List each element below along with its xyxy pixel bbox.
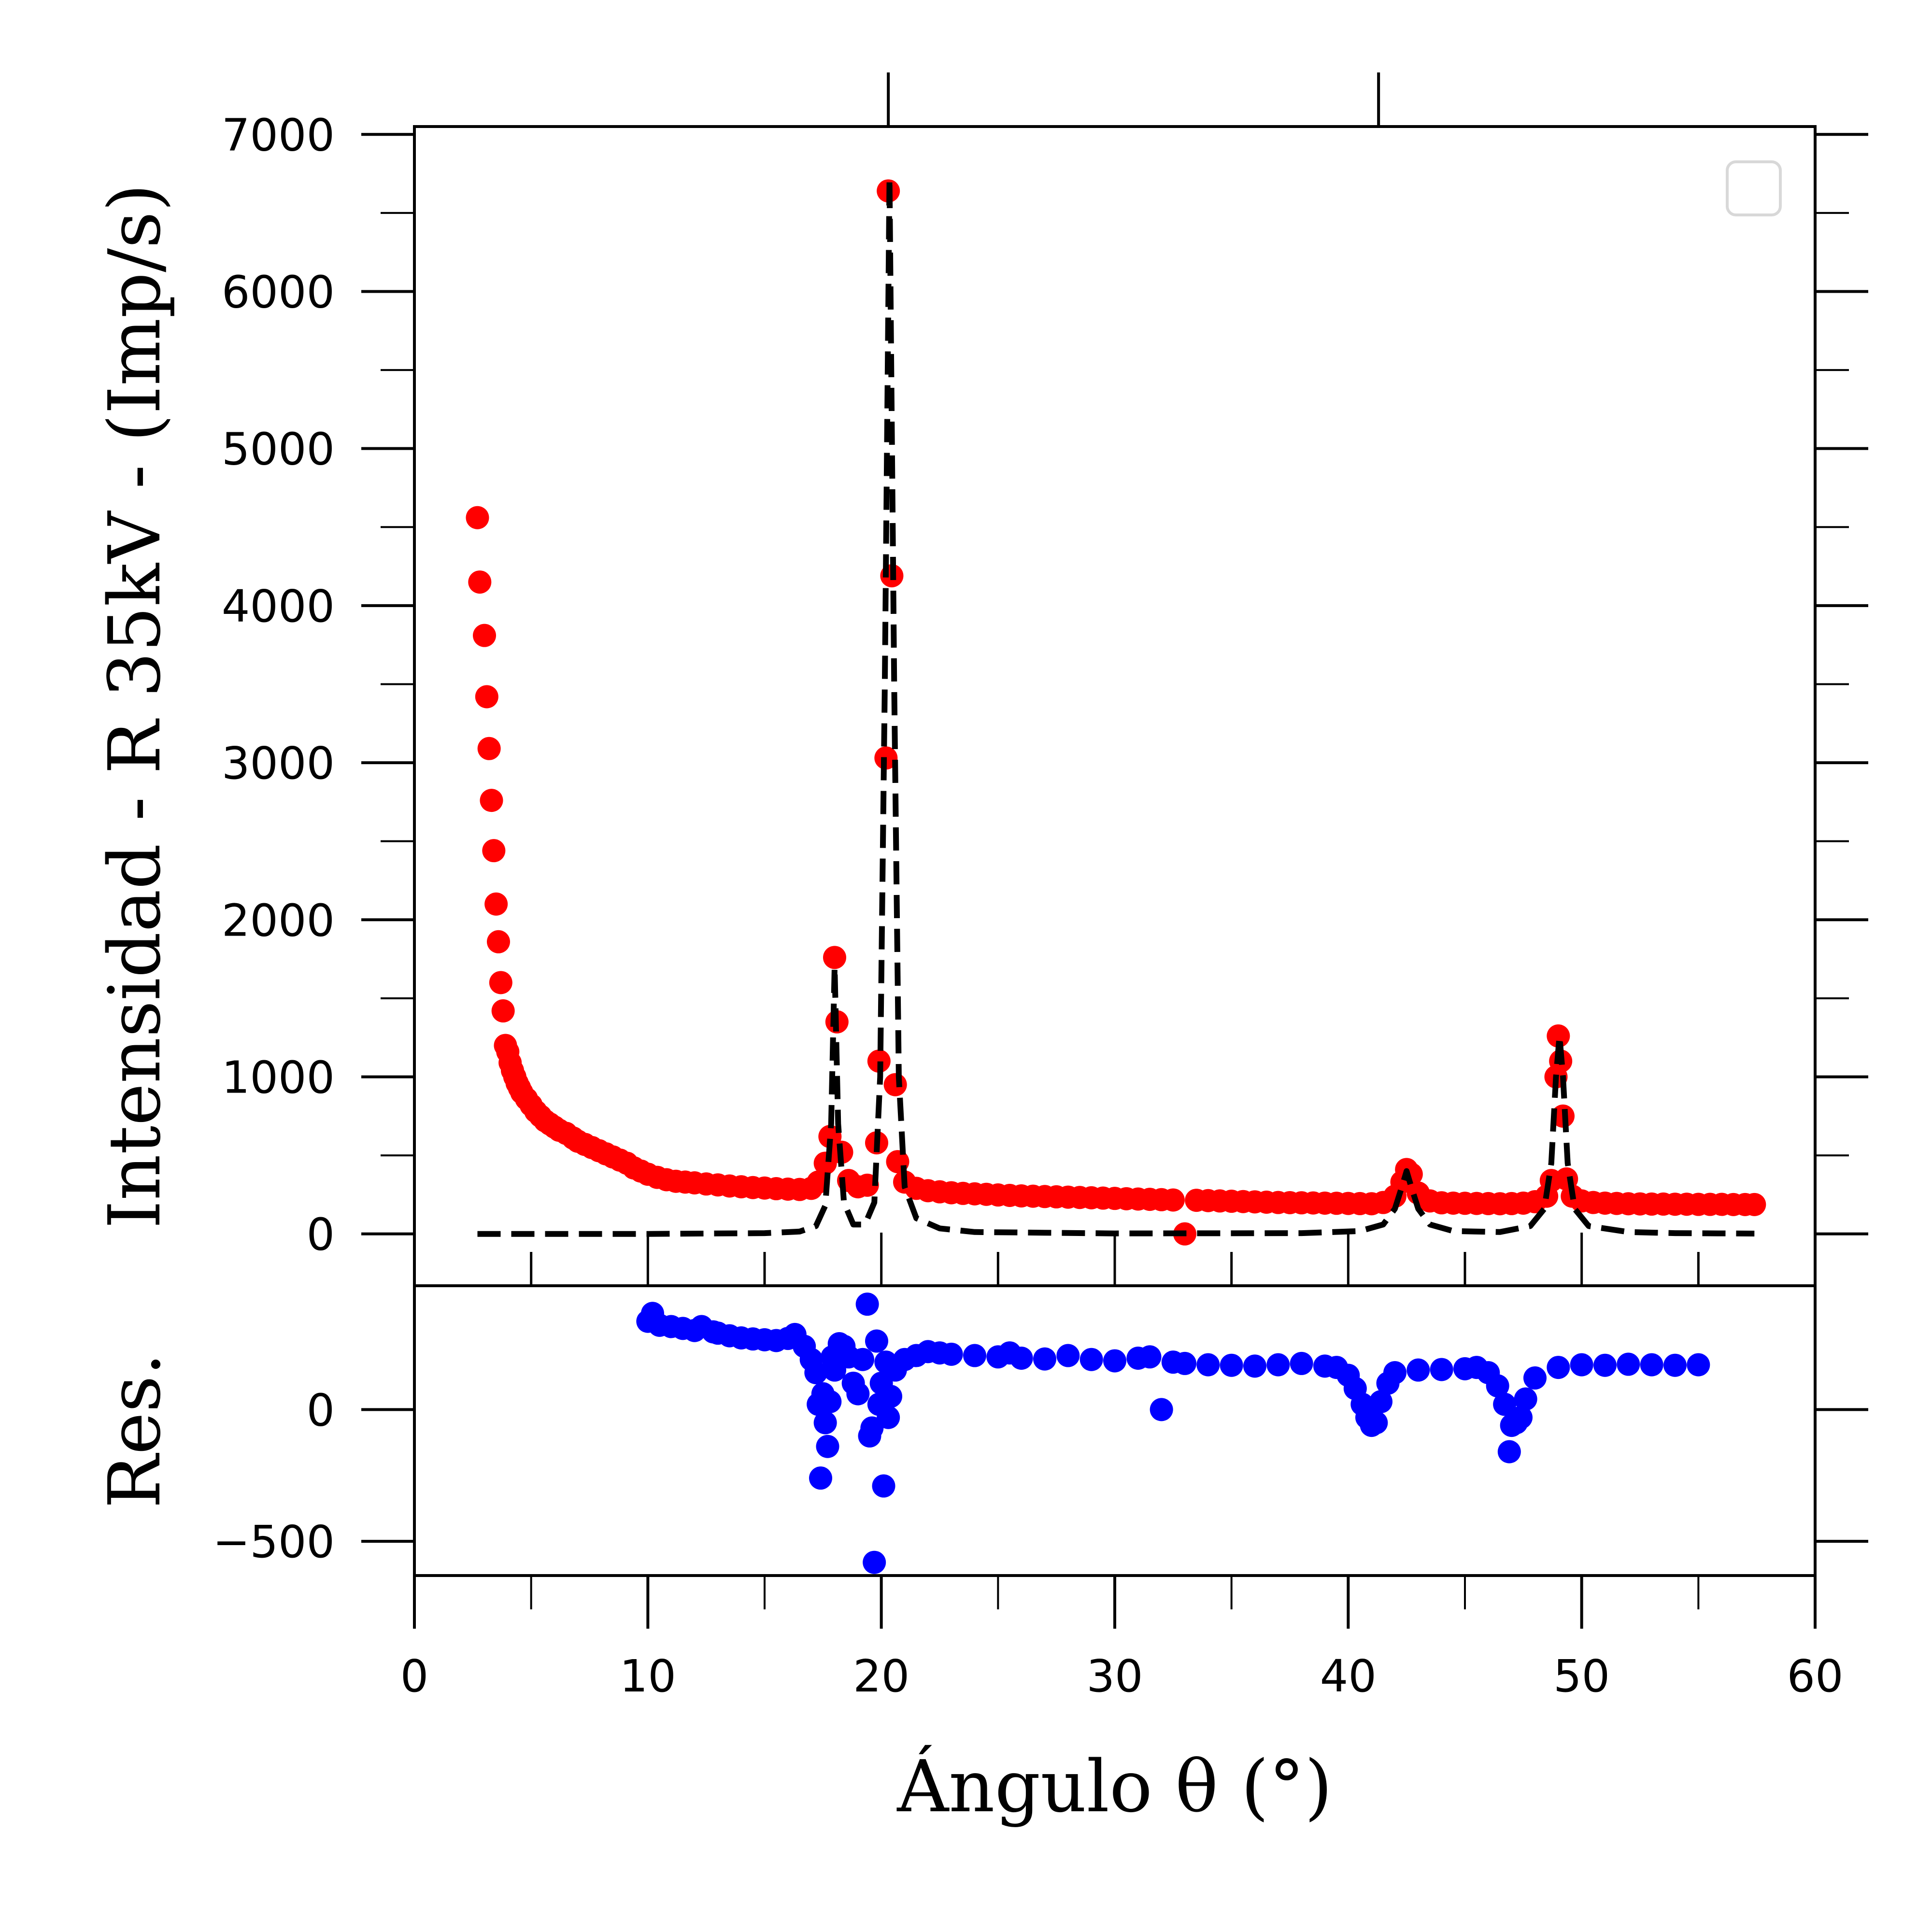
residual-point xyxy=(1640,1353,1663,1377)
residual-point xyxy=(1220,1353,1243,1377)
main-axis-ticks: 0 1000 2000 3000 4000 5000 6000 7000 xyxy=(222,72,1868,1286)
residual-axis-label: Res. xyxy=(93,1353,176,1508)
main-y-tick-label: 0 xyxy=(306,1209,335,1261)
residual-point xyxy=(1497,1440,1521,1463)
legend-box xyxy=(1726,160,1782,216)
residual-panel: −500 0 xyxy=(213,1284,1868,1577)
main-y-tick-label: 2000 xyxy=(222,895,335,946)
x-tick-label: 40 xyxy=(1320,1650,1377,1702)
measured-point xyxy=(466,506,489,529)
measured-point xyxy=(480,789,503,812)
residual-point xyxy=(1364,1411,1388,1435)
residual-point xyxy=(879,1385,902,1408)
residual-y-tick-label: −500 xyxy=(213,1516,335,1568)
measured-point xyxy=(482,839,506,863)
residual-point xyxy=(939,1342,963,1366)
x-tick-label: 20 xyxy=(853,1650,909,1702)
residual-point xyxy=(1009,1347,1033,1370)
residual-point xyxy=(846,1382,870,1406)
main-plot-frame xyxy=(413,125,1817,1287)
measured-point xyxy=(867,1049,891,1073)
y-axis-label: Intensidad - R 35kV - (Imp/s) xyxy=(93,184,176,1229)
main-y-tick-label: 3000 xyxy=(222,738,335,789)
residual-axis-ticks: −500 0 xyxy=(213,1384,1868,1568)
residual-point xyxy=(1430,1358,1453,1381)
residual-point xyxy=(1243,1354,1266,1378)
residual-point xyxy=(1570,1353,1593,1377)
measured-point xyxy=(475,685,498,709)
measured-point xyxy=(484,892,508,916)
residual-point xyxy=(1103,1349,1126,1373)
x-tick-label: 0 xyxy=(400,1650,429,1702)
main-y-tick-label: 7000 xyxy=(222,109,335,161)
residual-point xyxy=(1056,1344,1080,1367)
residual-point xyxy=(1138,1345,1162,1369)
residual-point xyxy=(1687,1353,1710,1377)
measured-point xyxy=(1547,1024,1570,1048)
residual-point xyxy=(1173,1351,1196,1375)
residual-point xyxy=(865,1329,888,1353)
residual-point xyxy=(1080,1348,1103,1371)
residual-point xyxy=(1509,1406,1533,1429)
residual-plot-area xyxy=(636,1293,1710,1574)
measured-point xyxy=(491,999,515,1023)
measured-point xyxy=(468,570,492,594)
main-plot-area xyxy=(466,175,1766,1246)
residual-point xyxy=(872,1474,895,1498)
residual-point xyxy=(816,1435,839,1458)
residual-point xyxy=(1486,1374,1509,1398)
residual-point xyxy=(1523,1366,1547,1390)
residual-point xyxy=(813,1411,837,1435)
residual-point xyxy=(1033,1347,1056,1371)
residual-point xyxy=(818,1390,842,1413)
x-axis-label: Ángulo θ (°) xyxy=(896,1745,1332,1828)
residual-point xyxy=(855,1293,879,1316)
residual-point xyxy=(804,1361,828,1384)
residual-point xyxy=(809,1466,832,1490)
residual-plot-frame xyxy=(413,1284,1817,1577)
residual-y-tick-label: 0 xyxy=(306,1384,335,1436)
measured-point xyxy=(883,1073,907,1096)
residual-point xyxy=(1150,1398,1173,1421)
fit-curve-line xyxy=(477,175,1755,1237)
main-y-tick-label: 6000 xyxy=(222,266,335,318)
residual-point xyxy=(877,1406,900,1429)
residual-point xyxy=(1493,1392,1517,1416)
residual-point xyxy=(1383,1361,1406,1384)
residual-point xyxy=(1514,1387,1537,1411)
x-axis-ticks: 0 10 20 30 40 50 60 xyxy=(400,1576,1844,1702)
main-y-tick-label: 5000 xyxy=(222,424,335,475)
x-tick-label: 10 xyxy=(620,1650,676,1702)
x-tick-label: 50 xyxy=(1553,1650,1610,1702)
main-y-tick-label: 1000 xyxy=(222,1051,335,1103)
measured-point xyxy=(489,971,512,994)
residual-point xyxy=(1663,1353,1687,1377)
residual-point xyxy=(963,1344,986,1367)
measured-point xyxy=(477,737,501,760)
residual-point xyxy=(1290,1351,1313,1375)
measured-point xyxy=(823,946,846,969)
measured-point xyxy=(1743,1193,1766,1216)
main-panel: 0 1000 2000 3000 4000 5000 6000 7000 xyxy=(222,72,1868,1287)
residual-point xyxy=(1369,1390,1392,1413)
x-tick-label: 60 xyxy=(1787,1650,1843,1702)
residual-point xyxy=(1617,1352,1640,1376)
main-y-tick-label: 4000 xyxy=(222,581,335,632)
residual-point xyxy=(1593,1353,1617,1377)
residual-point xyxy=(1406,1358,1430,1382)
x-tick-label: 30 xyxy=(1086,1650,1143,1702)
residual-point xyxy=(863,1550,886,1574)
residual-point xyxy=(851,1348,874,1371)
measured-point xyxy=(1161,1188,1185,1212)
measured-point xyxy=(487,930,510,953)
residual-point xyxy=(1266,1353,1290,1377)
residual-point xyxy=(1196,1353,1220,1377)
residual-point xyxy=(1547,1356,1570,1379)
measured-point xyxy=(473,624,496,647)
